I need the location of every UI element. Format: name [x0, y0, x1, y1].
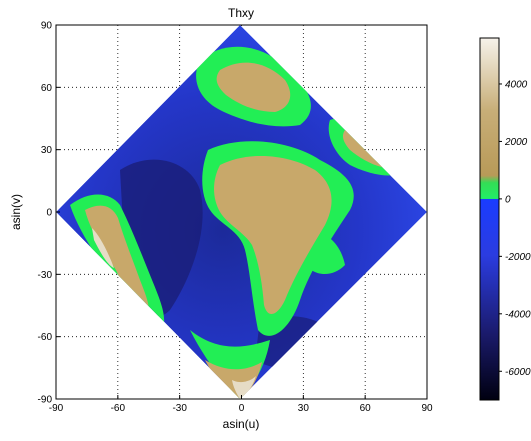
colorbar-tick-label: -2000 — [505, 252, 531, 263]
y-tick-label: -30 — [38, 270, 53, 281]
colorbar-ticks: 4000 2000 0 -2000 -4000 -6000 — [499, 79, 531, 378]
colorbar-gradient — [479, 37, 500, 401]
y-tick-label: 90 — [41, 21, 53, 32]
x-tick-label: 90 — [421, 403, 433, 414]
x-tick-label: -60 — [111, 403, 126, 414]
y-tick-label: 60 — [41, 83, 53, 94]
colorbar-tick-label: -4000 — [505, 309, 531, 320]
x-axis: -90 -60 -30 0 30 60 90 — [49, 395, 433, 414]
y-axis: 90 60 30 0 -30 -60 -90 — [38, 21, 60, 406]
x-tick-label: 0 — [239, 403, 245, 414]
colorbar: 4000 2000 0 -2000 -4000 -6000 — [479, 37, 531, 401]
chart-title: Thxy — [228, 6, 254, 20]
y-tick-label: -90 — [38, 395, 53, 406]
colorbar-tick-label: 0 — [505, 194, 511, 205]
colorbar-tick-label: -6000 — [505, 367, 531, 378]
x-tick-label: -90 — [49, 403, 64, 414]
y-tick-label: 0 — [46, 208, 52, 219]
colorbar-tick-label: 2000 — [504, 137, 528, 148]
x-tick-label: -30 — [172, 403, 187, 414]
y-tick-label: -60 — [38, 332, 53, 343]
x-tick-label: 30 — [298, 403, 310, 414]
colorbar-tick-label: 4000 — [505, 79, 528, 90]
y-tick-label: 30 — [41, 145, 53, 156]
y-axis-title: asin(v) — [9, 194, 23, 230]
x-tick-label: 60 — [360, 403, 372, 414]
x-axis-title: asin(u) — [223, 417, 260, 431]
